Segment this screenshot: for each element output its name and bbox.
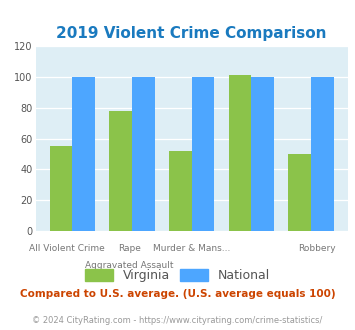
Bar bbox=[288, 154, 311, 231]
Bar bbox=[109, 111, 132, 231]
Text: Compared to U.S. average. (U.S. average equals 100): Compared to U.S. average. (U.S. average … bbox=[20, 289, 335, 299]
Text: All Violent Crime: All Violent Crime bbox=[29, 244, 105, 253]
Text: Robbery: Robbery bbox=[298, 244, 335, 253]
Bar bbox=[251, 77, 274, 231]
Legend: Virginia, National: Virginia, National bbox=[80, 264, 275, 287]
Text: © 2024 CityRating.com - https://www.cityrating.com/crime-statistics/: © 2024 CityRating.com - https://www.city… bbox=[32, 316, 323, 325]
Bar bbox=[132, 77, 155, 231]
Bar bbox=[72, 77, 95, 231]
Text: Rape: Rape bbox=[118, 244, 141, 253]
Title: 2019 Violent Crime Comparison: 2019 Violent Crime Comparison bbox=[56, 26, 327, 41]
Bar bbox=[229, 76, 251, 231]
Text: Murder & Mans...: Murder & Mans... bbox=[153, 244, 230, 253]
Bar bbox=[169, 151, 192, 231]
Text: Aggravated Assault: Aggravated Assault bbox=[85, 261, 174, 270]
Bar bbox=[50, 146, 72, 231]
Bar bbox=[192, 77, 214, 231]
Bar bbox=[311, 77, 334, 231]
